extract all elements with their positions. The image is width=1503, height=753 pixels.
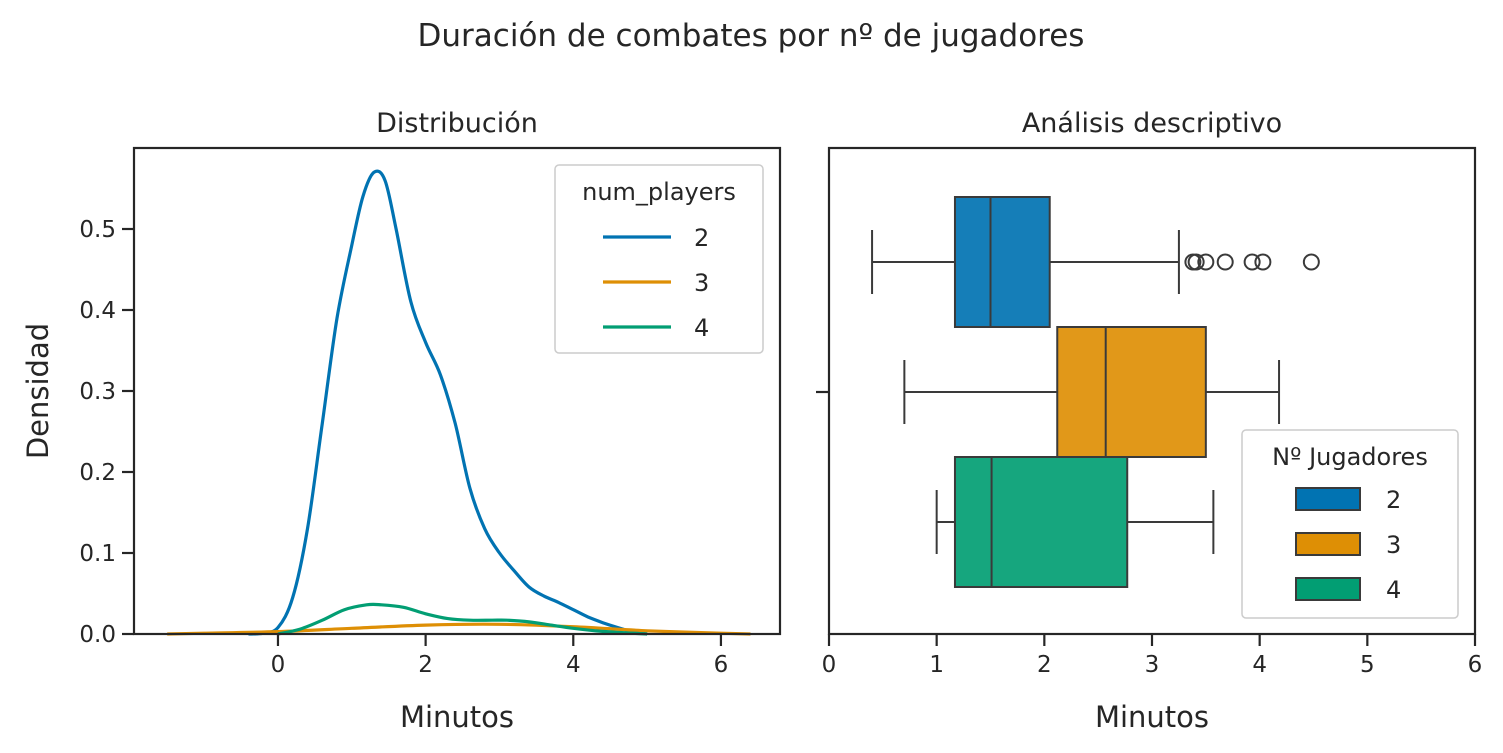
boxplot-x-tick-label: 4 bbox=[1252, 652, 1267, 678]
kde-y-tick-label: 0.4 bbox=[79, 298, 116, 324]
boxplot-legend-label-3: 3 bbox=[1386, 531, 1401, 559]
box-group-3 bbox=[903, 326, 1281, 458]
kde-legend-title: num_players bbox=[582, 178, 736, 206]
box-outlier bbox=[1216, 253, 1234, 271]
kde-y-tick-label: 0.5 bbox=[79, 217, 116, 243]
box-group-2 bbox=[871, 196, 1320, 328]
figure-title: Duración de combates por nº de jugadores bbox=[418, 18, 1085, 54]
box-group-4 bbox=[935, 456, 1215, 588]
kde-y-tick-label: 0.0 bbox=[79, 622, 116, 648]
box-outlier bbox=[1243, 253, 1261, 271]
boxplot-legend-label-2: 2 bbox=[1386, 486, 1401, 514]
kde-x-tick-label: 6 bbox=[714, 652, 729, 678]
boxplot-legend-swatch-3 bbox=[1295, 532, 1361, 556]
kde-legend: num_players 2 3 4 bbox=[554, 164, 764, 354]
box-outlier bbox=[1197, 253, 1215, 271]
boxplot-x-axis-label: Minutos bbox=[1095, 700, 1209, 734]
kde-legend-label-3: 3 bbox=[694, 269, 709, 297]
boxplot-x-tick-label: 6 bbox=[1468, 652, 1483, 678]
boxplot-chart-title: Análisis descriptivo bbox=[1022, 108, 1282, 139]
kde-y-ticks: 0.0 0.1 0.2 0.3 0.4 0.5 bbox=[79, 217, 134, 648]
kde-y-tick-label: 0.1 bbox=[79, 541, 116, 567]
kde-y-tick-label: 0.3 bbox=[79, 379, 116, 405]
box-iqr bbox=[1056, 326, 1207, 458]
boxplot-legend-frame bbox=[1241, 429, 1459, 619]
kde-x-tick-label: 0 bbox=[271, 652, 286, 678]
kde-legend-items: 2 3 4 bbox=[603, 224, 709, 342]
boxplot-series-group bbox=[871, 196, 1320, 588]
kde-legend-frame bbox=[554, 164, 764, 354]
kde-series-group bbox=[167, 169, 751, 636]
kde-y-axis-label: Densidad bbox=[21, 323, 55, 459]
kde-chart-title: Distribución bbox=[376, 108, 538, 139]
kde-line-series-3 bbox=[167, 622, 751, 636]
boxplot-x-ticks: 0 1 2 3 4 5 6 bbox=[822, 634, 1483, 678]
boxplot-chart: Análisis descriptivo 0 1 2 3 4 5 6 Minutos Nº … bbox=[816, 108, 1482, 734]
box-outlier bbox=[1302, 253, 1320, 271]
kde-chart: Distribución 0 2 4 6 0.0 0.1 0.2 0.3 0.4 0.5 Min… bbox=[21, 108, 782, 734]
boxplot-legend: Nº Jugadores 2 3 4 bbox=[1241, 429, 1459, 619]
kde-y-tick-label: 0.2 bbox=[79, 460, 116, 486]
boxplot-x-tick-label: 3 bbox=[1145, 652, 1160, 678]
kde-x-tick-label: 4 bbox=[566, 652, 581, 678]
kde-line-series-4 bbox=[277, 602, 648, 636]
boxplot-x-tick-label: 2 bbox=[1037, 652, 1052, 678]
boxplot-legend-swatch-4 bbox=[1295, 577, 1361, 601]
kde-line-series-2 bbox=[248, 169, 648, 636]
kde-x-axis-label: Minutos bbox=[400, 700, 514, 734]
box-iqr bbox=[953, 196, 1051, 328]
kde-legend-label-2: 2 bbox=[694, 224, 709, 252]
boxplot-legend-swatch-2 bbox=[1295, 487, 1361, 511]
boxplot-legend-items: 2 3 4 bbox=[1295, 486, 1401, 604]
boxplot-x-tick-label: 5 bbox=[1360, 652, 1375, 678]
boxplot-legend-title: Nº Jugadores bbox=[1272, 443, 1428, 471]
kde-x-ticks: 0 2 4 6 bbox=[271, 634, 729, 678]
box-outlier bbox=[1254, 253, 1272, 271]
kde-legend-label-4: 4 bbox=[694, 314, 709, 342]
box-iqr bbox=[953, 456, 1129, 588]
box-outlier bbox=[1187, 253, 1205, 271]
boxplot-x-tick-label: 1 bbox=[929, 652, 944, 678]
kde-x-tick-label: 2 bbox=[418, 652, 433, 678]
boxplot-legend-label-4: 4 bbox=[1386, 576, 1401, 604]
boxplot-x-tick-label: 0 bbox=[822, 652, 837, 678]
